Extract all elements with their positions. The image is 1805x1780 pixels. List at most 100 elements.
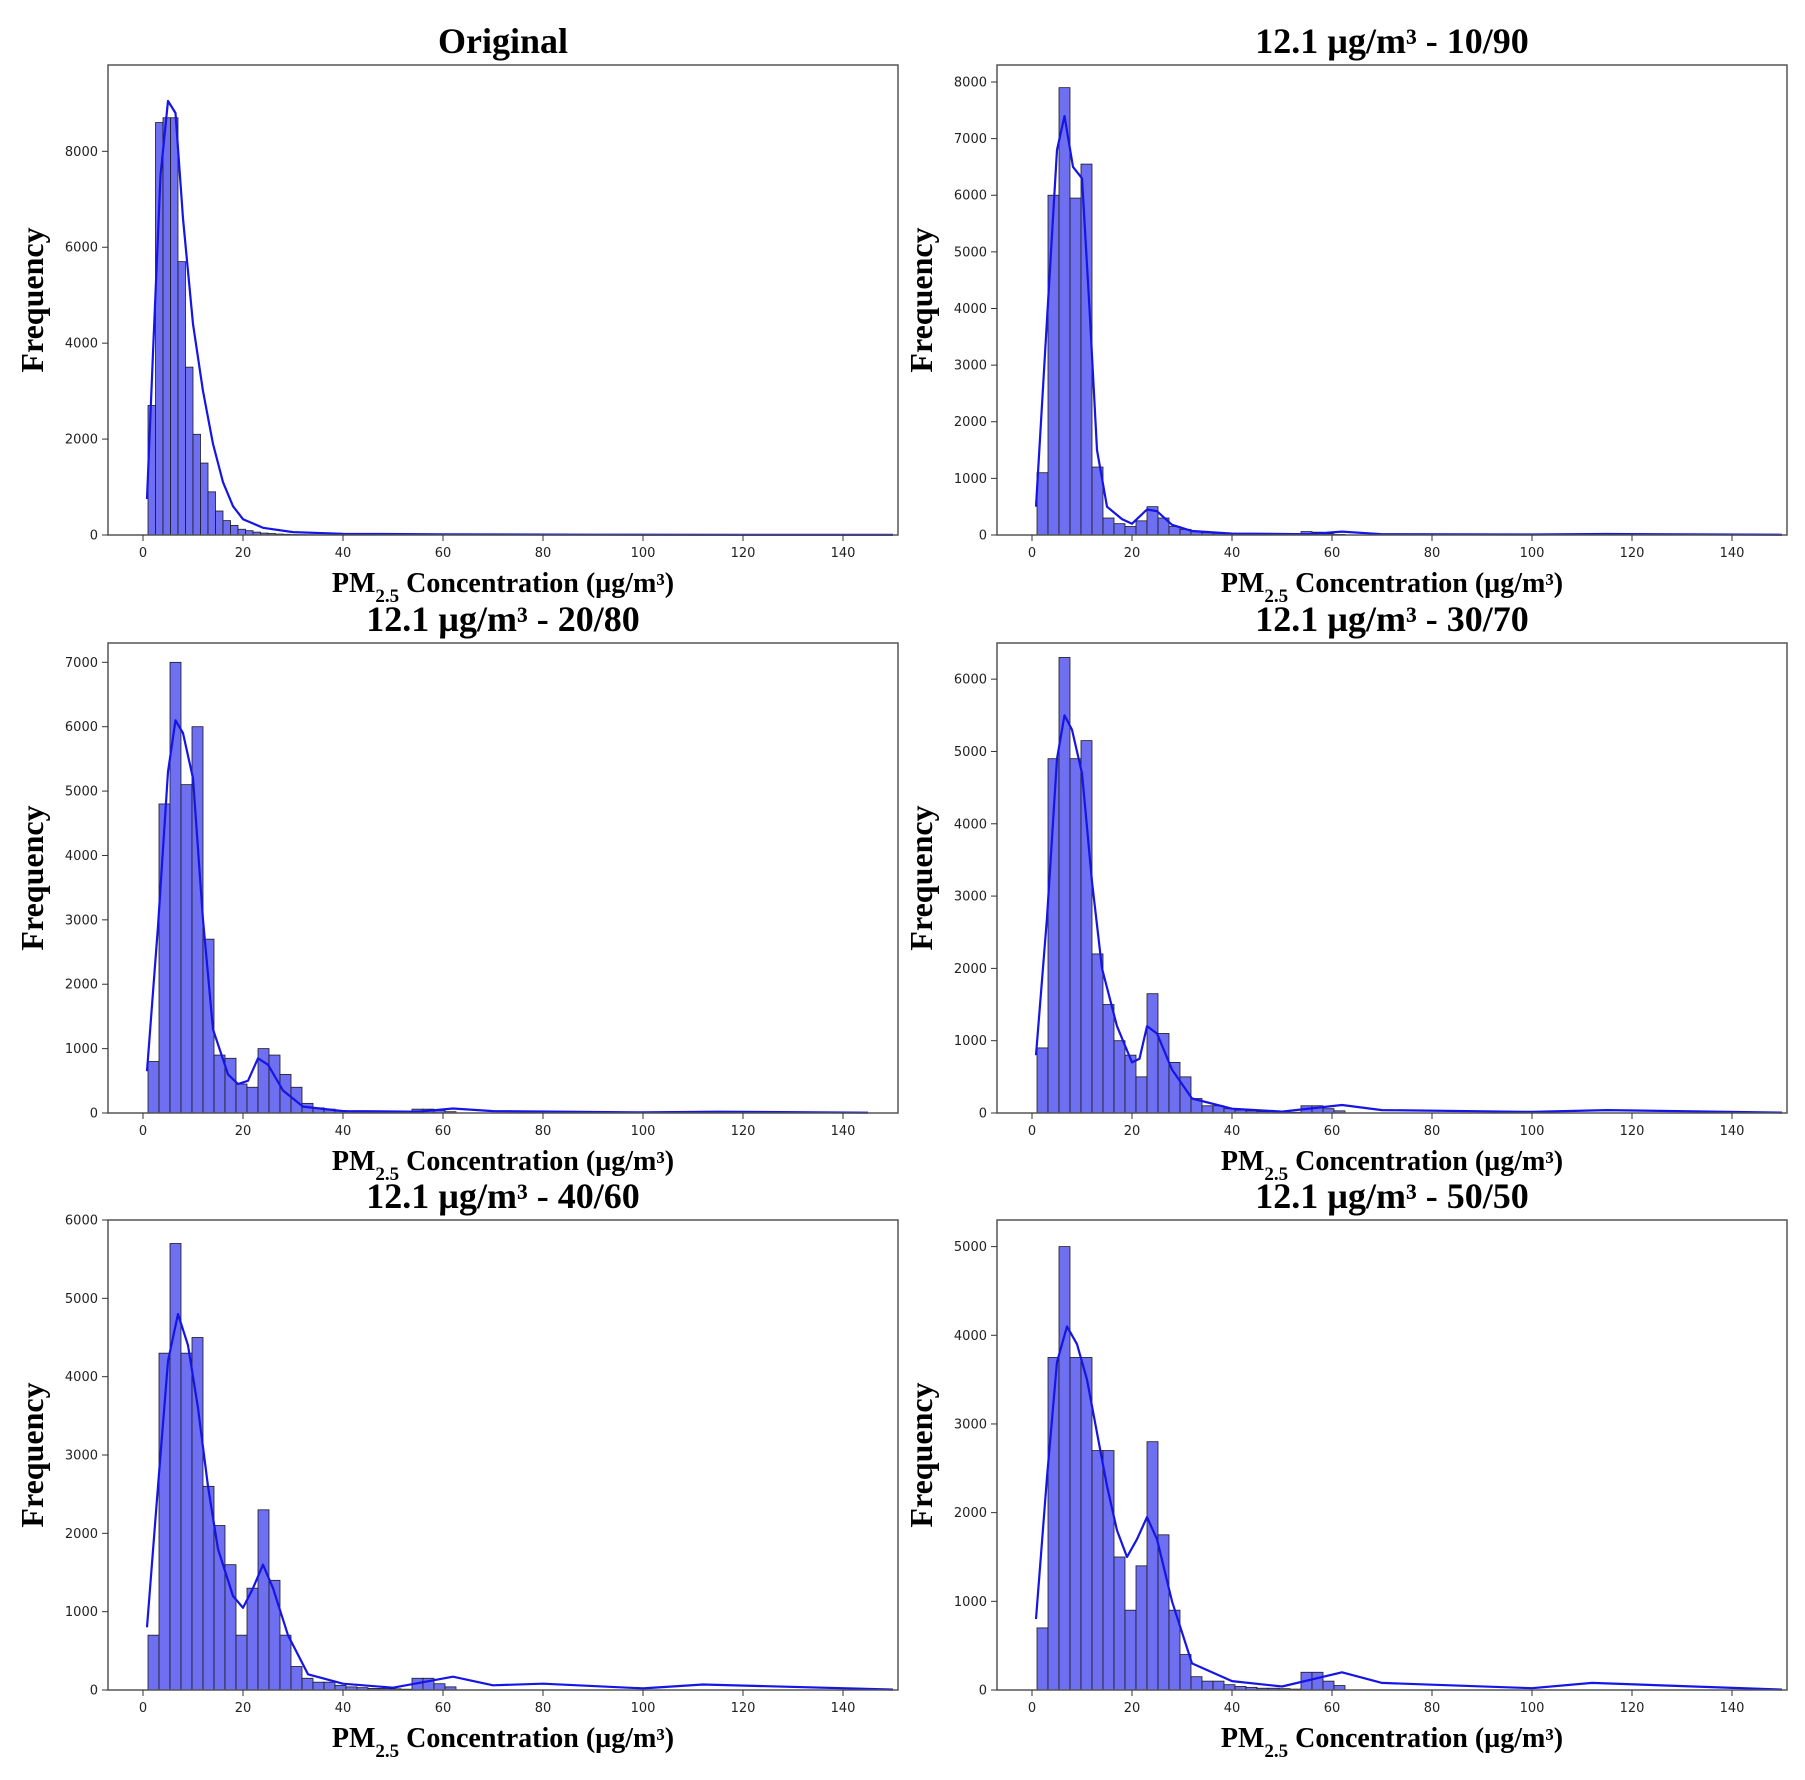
histogram-bar: [1124, 526, 1137, 536]
x-tick-label: 140: [831, 1124, 856, 1139]
histogram-bar: [1113, 523, 1126, 536]
x-axis-label: PM2.5 Concentration (µg/m³): [332, 568, 674, 607]
x-tick-label: 80: [535, 1701, 552, 1716]
panel-title: 12.1 µg/m³ - 40/60: [366, 1176, 640, 1216]
histogram-panel-4: 12.1 µg/m³ - 30/70 0 20 40 60 80 100 120 140 0 100…: [903, 599, 1788, 1185]
x-axis-label: PM2.5 Concentration (µg/m³): [1221, 1146, 1563, 1185]
histogram-bar: [162, 117, 171, 536]
histogram-bar: [246, 1587, 259, 1691]
histogram-panel-3: 12.1 µg/m³ - 20/80 0 20 40 60 80 100 120 140 0 100…: [14, 599, 899, 1185]
y-tick-label: 1000: [954, 1595, 987, 1610]
histogram-bar: [1135, 520, 1148, 536]
histogram-bar: [191, 1337, 204, 1691]
histogram-bar: [1102, 1004, 1115, 1114]
panel-title: 12.1 µg/m³ - 50/50: [1255, 1176, 1529, 1216]
histogram-bar: [158, 803, 171, 1114]
histogram-bar: [170, 117, 179, 536]
histogram-panel-1: Original 0 20 40 60 80 100 120 140 0 2000 4000 6000 8…: [14, 21, 899, 607]
y-tick-label: 2000: [65, 978, 98, 993]
x-tick-label: 40: [1224, 1701, 1241, 1716]
x-tick-label: 80: [1424, 1124, 1441, 1139]
histogram-panel-5: 12.1 µg/m³ - 40/60 0 20 40 60 80 100 120 140 0 100…: [14, 1176, 899, 1762]
y-tick-label: 5000: [954, 745, 987, 760]
panel-title: 12.1 µg/m³ - 20/80: [366, 599, 640, 639]
histogram-bar: [1135, 1565, 1148, 1691]
x-tick-label: 100: [1520, 1701, 1545, 1716]
y-tick-label: 5000: [954, 245, 987, 260]
y-tick-label: 3000: [954, 1417, 987, 1432]
histogram-bar: [224, 1564, 237, 1691]
kde-curve: [1034, 114, 1783, 536]
y-tick-label: 1000: [954, 1034, 987, 1049]
x-tick-label: 120: [1620, 1124, 1645, 1139]
x-tick-label: 0: [1028, 546, 1036, 561]
x-tick-label: 120: [1620, 1701, 1645, 1716]
histogram-bar: [1047, 194, 1060, 536]
x-tick-label: 0: [1028, 1124, 1036, 1139]
x-tick-label: 100: [1520, 1124, 1545, 1139]
histogram-bar: [279, 1634, 292, 1691]
x-tick-label: 140: [1720, 1124, 1745, 1139]
histogram-bar: [200, 462, 209, 536]
y-axis-label: Frequency: [903, 1382, 939, 1527]
histogram-bar: [215, 510, 224, 536]
y-axis-label: Frequency: [14, 805, 50, 950]
x-tick-label: 140: [831, 1701, 856, 1716]
histogram-bar: [235, 1083, 248, 1114]
x-tick-label: 60: [435, 1124, 452, 1139]
kde-curve: [1034, 1325, 1783, 1691]
histogram-bar: [1157, 1033, 1170, 1114]
histogram-bar: [1091, 953, 1104, 1114]
x-tick-label: 80: [535, 546, 552, 561]
histogram-bar: [1036, 472, 1049, 536]
histogram-bar: [1058, 87, 1071, 536]
histogram-bar: [301, 1677, 314, 1691]
y-tick-label: 0: [979, 1684, 987, 1699]
x-tick-label: 80: [1424, 1701, 1441, 1716]
x-tick-label: 0: [139, 1124, 147, 1139]
y-tick-label: 7000: [954, 132, 987, 147]
x-axis-label: PM2.5 Concentration (µg/m³): [332, 1146, 674, 1185]
y-tick-label: 3000: [954, 359, 987, 374]
x-tick-label: 120: [731, 546, 756, 561]
y-tick-label: 1000: [954, 472, 987, 487]
histogram-bar: [1058, 657, 1071, 1114]
histogram-bar: [1036, 1627, 1049, 1691]
x-tick-label: 140: [1720, 1701, 1745, 1716]
y-tick-label: 4000: [65, 1370, 98, 1385]
kde-curve: [1034, 714, 1783, 1114]
histogram-bar: [237, 528, 246, 536]
y-tick-label: 8000: [954, 75, 987, 90]
histogram-bar: [1124, 1609, 1137, 1691]
x-tick-label: 20: [1124, 546, 1141, 561]
histogram-panel-6: 12.1 µg/m³ - 50/50 0 20 40 60 80 100 120 140 0 100…: [903, 1176, 1788, 1762]
x-tick-label: 0: [139, 546, 147, 561]
histogram-bar: [1091, 1450, 1104, 1691]
y-tick-label: 4000: [954, 817, 987, 832]
x-tick-label: 40: [335, 546, 352, 561]
x-tick-label: 60: [1324, 1124, 1341, 1139]
histogram-bar: [207, 491, 216, 536]
y-axis-label: Frequency: [14, 1382, 50, 1527]
histogram-bar: [290, 1666, 303, 1691]
y-axis-label: Frequency: [14, 227, 50, 372]
y-tick-label: 0: [90, 529, 98, 544]
y-tick-label: 5000: [954, 1240, 987, 1255]
x-tick-label: 60: [435, 546, 452, 561]
y-tick-label: 7000: [65, 656, 98, 671]
x-tick-label: 40: [335, 1124, 352, 1139]
histogram-bar: [1135, 1076, 1148, 1114]
histogram-bar: [1069, 758, 1082, 1114]
x-tick-label: 100: [631, 1124, 656, 1139]
x-tick-label: 60: [435, 1701, 452, 1716]
histogram-bar: [1223, 1684, 1236, 1691]
histogram-bar: [222, 520, 231, 536]
histogram-bar: [1124, 1054, 1137, 1114]
x-tick-label: 0: [139, 1701, 147, 1716]
histogram-bar: [1102, 517, 1115, 536]
plot-frame: [107, 64, 899, 536]
histogram-bar: [1113, 1556, 1126, 1691]
histogram-bar: [268, 1579, 281, 1691]
histogram-bar: [1036, 1047, 1049, 1114]
y-tick-label: 0: [90, 1107, 98, 1122]
